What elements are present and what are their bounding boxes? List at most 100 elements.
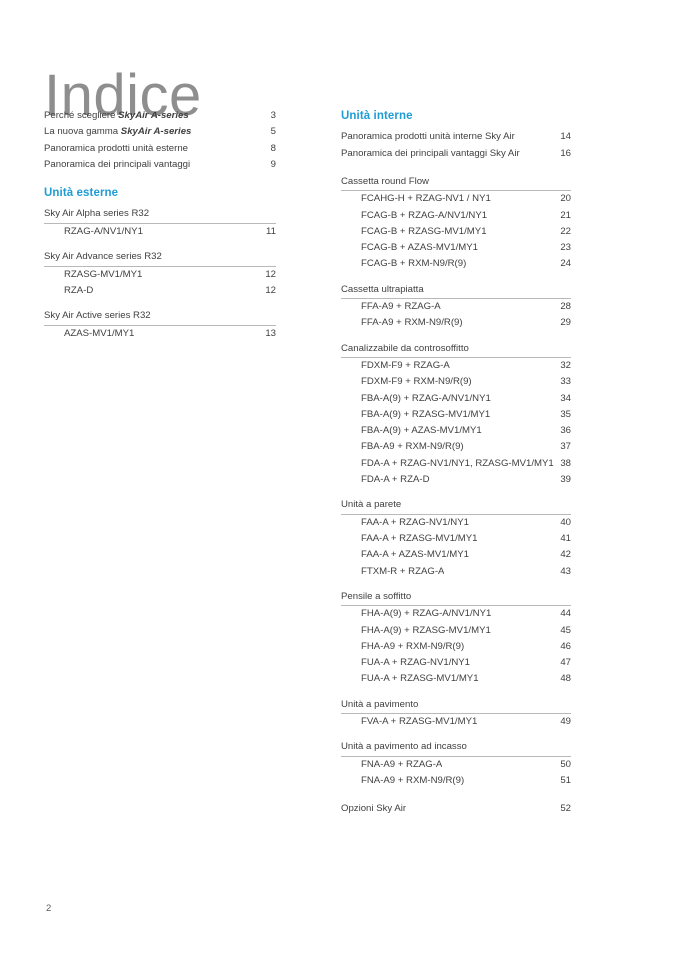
toc-group-label: Canalizzabile da controsoffitto bbox=[341, 341, 571, 359]
toc-entry[interactable]: FCAG-B + RXM-N9/R(9) 24 bbox=[341, 256, 571, 272]
toc-column-left: Perché scegliere SkyAir A-series 3 La nuov… bbox=[44, 108, 276, 342]
toc-entry-label: FCAG-B + RXM-N9/R(9) bbox=[361, 259, 467, 270]
toc-entry[interactable]: FNA-A9 + RZAG-A 50 bbox=[341, 757, 571, 773]
toc-entry[interactable]: FHA-A9 + RXM-N9/R(9) 46 bbox=[341, 639, 571, 655]
toc-entry[interactable]: FFA-A9 + RZAG-A 28 bbox=[341, 299, 571, 315]
toc-group: Canalizzabile da controsoffitto FDXM-F9 +… bbox=[341, 341, 571, 489]
toc-entry[interactable]: FNA-A9 + RXM-N9/R(9) 51 bbox=[341, 773, 571, 789]
toc-entry-label: FHA-A(9) + RZASG-MV1/MY1 bbox=[361, 625, 491, 636]
toc-entry-label: FBA-A(9) + AZAS-MV1/MY1 bbox=[361, 426, 482, 437]
toc-entry[interactable]: FUA-A + RZASG-MV1/MY1 48 bbox=[341, 671, 571, 687]
toc-entry-page-number: 36 bbox=[560, 425, 571, 437]
toc-entry[interactable]: Perché scegliere SkyAir A-series 3 bbox=[44, 108, 276, 124]
toc-group: Cassetta ultrapiatta FFA-A9 + RZAG-A 28 FFA… bbox=[341, 282, 571, 332]
toc-column-right: Unità interne Panoramica prodotti unità … bbox=[341, 108, 571, 818]
toc-entry-page-number: 48 bbox=[560, 673, 571, 685]
toc-entry[interactable]: Opzioni Sky Air 52 bbox=[341, 801, 571, 817]
toc-closing-list-right: Opzioni Sky Air 52 bbox=[341, 789, 571, 817]
toc-entry[interactable]: Panoramica dei principali vantaggi Sky A… bbox=[341, 146, 571, 162]
toc-group-label: Cassetta ultrapiatta bbox=[341, 282, 571, 300]
toc-entry-page-number: 11 bbox=[266, 225, 276, 237]
toc-entry-page-number: 13 bbox=[265, 327, 276, 339]
toc-entry-page-number: 3 bbox=[270, 110, 276, 122]
toc-entry-label: FFA-A9 + RXM-N9/R(9) bbox=[361, 318, 463, 329]
toc-entry[interactable]: FDXM-F9 + RZAG-A 32 bbox=[341, 358, 571, 374]
toc-entry[interactable]: FCAG-B + RZASG-MV1/MY1 22 bbox=[341, 224, 571, 240]
toc-entry[interactable]: FAA-A + RZAG-NV1/NY1 40 bbox=[341, 515, 571, 531]
toc-entry[interactable]: RZA-D 12 bbox=[44, 283, 276, 299]
toc-entry[interactable]: FBA-A(9) + RZASG-MV1/MY1 35 bbox=[341, 407, 571, 423]
toc-entry[interactable]: FAA-A + AZAS-MV1/MY1 42 bbox=[341, 547, 571, 563]
toc-entry-label: FCAG-B + RZASG-MV1/MY1 bbox=[361, 226, 487, 237]
toc-group-label: Sky Air Active series R32 bbox=[44, 308, 276, 326]
spacer bbox=[341, 789, 571, 801]
toc-entry[interactable]: Panoramica dei principali vantaggi 9 bbox=[44, 157, 276, 173]
toc-entry-page-number: 44 bbox=[560, 608, 571, 620]
toc-entry[interactable]: AZAS-MV1/MY1 13 bbox=[44, 326, 276, 342]
spacer bbox=[341, 162, 571, 174]
toc-entry-page-number: 14 bbox=[560, 131, 571, 143]
toc-entry-label-plain: Panoramica dei principali vantaggi bbox=[44, 159, 191, 170]
toc-entry-label: FDXM-F9 + RZAG-A bbox=[361, 361, 450, 372]
toc-entry[interactable]: RZASG-MV1/MY1 12 bbox=[44, 267, 276, 283]
toc-entry-label: RZASG-MV1/MY1 bbox=[64, 269, 143, 280]
page-title: Indice bbox=[44, 62, 202, 128]
toc-entry[interactable]: FFA-A9 + RXM-N9/R(9) 29 bbox=[341, 315, 571, 331]
toc-entry-label-plain: La nuova gamma bbox=[44, 127, 121, 138]
toc-entry-page-number: 32 bbox=[560, 360, 571, 372]
toc-entry-label-plain: Perché scegliere bbox=[44, 111, 119, 122]
toc-entry[interactable]: FHA-A(9) + RZAG-A/NV1/NY1 44 bbox=[341, 606, 571, 622]
toc-entry[interactable]: FDXM-F9 + RXM-N9/R(9) 33 bbox=[341, 374, 571, 390]
toc-entry-label: FDA-A + RZA-D bbox=[361, 474, 430, 485]
toc-entry[interactable]: FDA-A + RZAG-NV1/NY1, RZASG-MV1/MY1 38 bbox=[341, 456, 571, 472]
toc-entry-page-number: 28 bbox=[560, 301, 571, 313]
toc-entry-label-plain: Panoramica prodotti unità esterne bbox=[44, 143, 188, 154]
toc-entry[interactable]: FCAHG-H + RZAG-NV1 / NY1 20 bbox=[341, 191, 571, 207]
toc-entry[interactable]: FCAG-B + RZAG-A/NV1/NY1 21 bbox=[341, 208, 571, 224]
toc-entry-label: Opzioni Sky Air bbox=[341, 804, 407, 815]
toc-entry-label: Panoramica dei principali vantaggi bbox=[44, 160, 190, 170]
toc-entry-label: FHA-A(9) + RZAG-A/NV1/NY1 bbox=[361, 609, 492, 620]
toc-entry[interactable]: FVA-A + RZASG-MV1/MY1 49 bbox=[341, 714, 571, 730]
toc-entry-label: FUA-A + RZAG-NV1/NY1 bbox=[361, 658, 471, 669]
toc-entry[interactable]: FUA-A + RZAG-NV1/NY1 47 bbox=[341, 655, 571, 671]
toc-entry[interactable]: FCAG-B + AZAS-MV1/MY1 23 bbox=[341, 240, 571, 256]
toc-group-label: Sky Air Alpha series R32 bbox=[44, 206, 276, 224]
toc-entry-page-number: 46 bbox=[560, 640, 571, 652]
toc-entry[interactable]: La nuova gamma SkyAir A-series 5 bbox=[44, 124, 276, 140]
toc-entry-page-number: 47 bbox=[560, 657, 571, 669]
toc-entry-page-number: 41 bbox=[560, 533, 571, 545]
toc-entry[interactable]: FHA-A(9) + RZASG-MV1/MY1 45 bbox=[341, 622, 571, 638]
toc-group: Cassetta round Flow FCAHG-H + RZAG-NV1 / … bbox=[341, 174, 571, 273]
toc-entry[interactable]: FAA-A + RZASG-MV1/MY1 41 bbox=[341, 531, 571, 547]
toc-entry-page-number: 20 bbox=[560, 193, 571, 205]
toc-entry-page-number: 21 bbox=[560, 209, 571, 221]
toc-entry[interactable]: FBA-A(9) + AZAS-MV1/MY1 36 bbox=[341, 423, 571, 439]
toc-entry[interactable]: Panoramica prodotti unità esterne 8 bbox=[44, 141, 276, 157]
toc-groups-right: Cassetta round Flow FCAHG-H + RZAG-NV1 / … bbox=[341, 174, 571, 790]
toc-entry[interactable]: FDA-A + RZA-D 39 bbox=[341, 472, 571, 488]
toc-entry-page-number: 45 bbox=[560, 624, 571, 636]
toc-entry[interactable]: FBA-A9 + RXM-N9/R(9) 37 bbox=[341, 439, 571, 455]
toc-group: Sky Air Alpha series R32 RZAG-A/NV1/NY1 11 bbox=[44, 206, 276, 240]
toc-entry-page-number: 16 bbox=[560, 147, 571, 159]
toc-entry[interactable]: Panoramica prodotti unità interne Sky Ai… bbox=[341, 129, 571, 145]
toc-group: Unità a pavimento ad incasso FNA-A9 + RZA… bbox=[341, 739, 571, 789]
toc-entry-page-number: 42 bbox=[560, 549, 571, 561]
toc-entry[interactable]: FTXM-R + RZAG-A 43 bbox=[341, 563, 571, 579]
toc-group-label: Sky Air Advance series R32 bbox=[44, 249, 276, 267]
toc-entry-label: FBA-A9 + RXM-N9/R(9) bbox=[361, 442, 464, 453]
toc-entry-page-number: 5 bbox=[270, 126, 276, 138]
toc-group-label: Unità a pavimento ad incasso bbox=[341, 739, 571, 757]
toc-entry-label: FAA-A + RZASG-MV1/MY1 bbox=[361, 534, 478, 545]
toc-entry-label: AZAS-MV1/MY1 bbox=[64, 328, 135, 339]
toc-entry-label: FFA-A9 + RZAG-A bbox=[361, 302, 441, 313]
toc-entry[interactable]: RZAG-A/NV1/NY1 11 bbox=[44, 224, 276, 240]
toc-group-label: Unità a pavimento bbox=[341, 696, 571, 715]
toc-entry-label: Perché scegliere SkyAir A-series bbox=[44, 111, 189, 121]
toc-entry-page-number: 9 bbox=[270, 158, 276, 170]
toc-entry-label: FBA-A(9) + RZASG-MV1/MY1 bbox=[361, 409, 491, 420]
toc-entry-page-number: 51 bbox=[560, 775, 571, 787]
toc-entry-page-number: 29 bbox=[560, 317, 571, 329]
toc-entry[interactable]: FBA-A(9) + RZAG-A/NV1/NY1 34 bbox=[341, 391, 571, 407]
